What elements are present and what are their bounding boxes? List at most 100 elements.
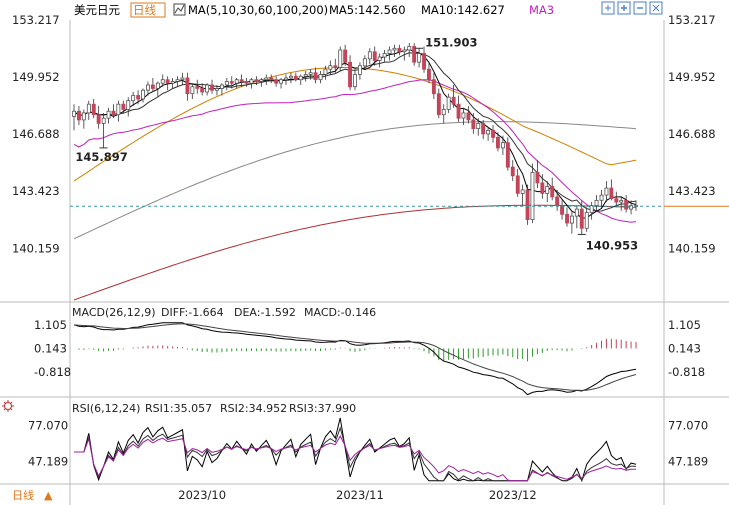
zoom-out-icon[interactable] bbox=[633, 1, 647, 15]
candle bbox=[362, 55, 367, 70]
candle-body bbox=[72, 110, 76, 117]
candle-body bbox=[629, 205, 633, 210]
candle bbox=[86, 100, 91, 120]
price-axis: 153.217 153.217 149.952 149.952 146.688 146.6… bbox=[12, 13, 716, 255]
candle bbox=[426, 62, 431, 84]
candle bbox=[535, 160, 540, 189]
candle bbox=[515, 168, 520, 197]
rsi2-value: RSI2:34.952 bbox=[220, 402, 287, 415]
rsi1-value: RSI1:35.057 bbox=[145, 402, 212, 415]
candle-body bbox=[461, 112, 466, 119]
candle-body bbox=[367, 51, 372, 60]
candle-body bbox=[451, 96, 456, 105]
candle-body bbox=[219, 84, 224, 89]
candle bbox=[500, 135, 505, 155]
candle-body bbox=[180, 77, 185, 81]
expand-icon[interactable] bbox=[649, 1, 663, 15]
candle-body bbox=[545, 185, 550, 194]
candle bbox=[180, 72, 185, 85]
candle bbox=[313, 67, 318, 84]
candle-body bbox=[619, 199, 624, 203]
candle-body bbox=[466, 112, 471, 121]
candle bbox=[545, 181, 550, 203]
candle bbox=[629, 200, 633, 215]
price-tick-right: 143.423 bbox=[668, 184, 716, 198]
candle-body bbox=[101, 117, 106, 124]
candle-body bbox=[481, 123, 486, 135]
candle-body bbox=[491, 129, 495, 138]
candle-body bbox=[614, 198, 619, 203]
candle bbox=[200, 83, 205, 96]
candle bbox=[288, 72, 293, 84]
candle bbox=[377, 53, 382, 68]
candle bbox=[338, 46, 343, 71]
candle bbox=[353, 69, 357, 91]
rsi-tick-right: 47.189 bbox=[668, 454, 708, 468]
macd-diff: DIFF:-1.664 bbox=[161, 306, 224, 319]
candle bbox=[259, 77, 264, 87]
rsi3-value: RSI3:37.990 bbox=[289, 402, 356, 415]
ma-toggle[interactable]: MA(5,10,30,60,100,200) bbox=[173, 3, 328, 17]
candle bbox=[214, 84, 219, 96]
candle-body bbox=[495, 136, 500, 149]
candle bbox=[303, 70, 308, 82]
rsi-settings-icon[interactable] bbox=[2, 400, 14, 412]
candle-body bbox=[303, 74, 308, 77]
candle bbox=[436, 88, 441, 119]
candle-body bbox=[510, 166, 515, 177]
candle-body bbox=[328, 65, 333, 70]
ma3-value: MA3 bbox=[529, 3, 554, 17]
candle bbox=[599, 189, 604, 208]
candle bbox=[72, 104, 76, 131]
x-tick-label: 2023/12 bbox=[489, 488, 537, 502]
candle bbox=[333, 58, 338, 73]
x-axis: 2023/10 2023/11 2023/12 bbox=[178, 488, 536, 502]
candle-body bbox=[594, 199, 599, 206]
candle-body bbox=[234, 79, 239, 84]
zoom-in-icon[interactable] bbox=[617, 1, 631, 15]
candle-body bbox=[486, 129, 491, 135]
candle bbox=[219, 83, 224, 96]
macd-tick-right: 1.105 bbox=[668, 318, 701, 332]
candle bbox=[456, 95, 461, 122]
candle bbox=[594, 195, 599, 211]
candle bbox=[392, 44, 397, 58]
candle bbox=[348, 55, 352, 91]
candle bbox=[190, 83, 195, 99]
candle-body bbox=[530, 171, 535, 220]
price-tick-right: 146.688 bbox=[668, 127, 716, 141]
candle-body bbox=[604, 187, 609, 196]
candle bbox=[417, 48, 422, 68]
period-tag-label: 日线 bbox=[133, 3, 156, 17]
candle-body bbox=[308, 72, 313, 75]
candle bbox=[495, 132, 500, 152]
candle-body bbox=[377, 56, 382, 61]
candle-body bbox=[431, 79, 436, 95]
macd-tick-left: 1.105 bbox=[34, 318, 67, 332]
candle bbox=[510, 160, 515, 182]
candle-body bbox=[175, 79, 180, 82]
candle bbox=[254, 76, 259, 85]
fit-icon[interactable] bbox=[601, 1, 615, 15]
period-tag[interactable]: 日线 bbox=[130, 2, 166, 18]
candle bbox=[614, 191, 619, 208]
macd-dea: DEA:-1.592 bbox=[234, 306, 296, 319]
macd-title: MACD(26,12,9) bbox=[72, 306, 156, 319]
candle-body bbox=[141, 89, 145, 100]
candle bbox=[229, 76, 234, 89]
candle bbox=[422, 46, 426, 73]
candle-body bbox=[520, 189, 525, 194]
candle bbox=[269, 74, 274, 84]
price-tick-left: 149.952 bbox=[12, 70, 60, 84]
candle bbox=[155, 81, 160, 98]
candle-body bbox=[224, 81, 229, 86]
ma5-value: MA5:142.560 bbox=[329, 3, 406, 17]
period-select[interactable]: 日线 ▲ bbox=[12, 488, 53, 502]
ma-toggle-icon bbox=[173, 3, 186, 16]
candle bbox=[323, 65, 328, 80]
macd-tick-right: -0.818 bbox=[668, 365, 705, 379]
candle-body bbox=[333, 65, 338, 68]
candle-body bbox=[387, 49, 392, 54]
price-tick-left: 153.217 bbox=[12, 13, 60, 27]
candle-body bbox=[353, 74, 357, 88]
